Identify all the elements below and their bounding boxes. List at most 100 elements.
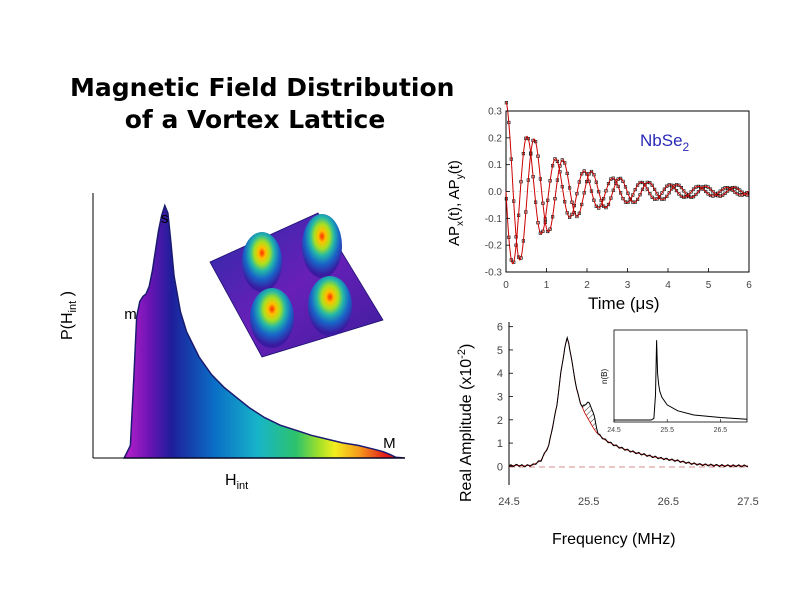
precession-data-points <box>504 101 749 264</box>
inset-ticks: 24.5 25.5 26.5 <box>607 419 727 434</box>
precession-data-point <box>696 190 700 194</box>
distribution-y-label: P(Hint ) <box>59 291 79 340</box>
precession-data-point <box>708 187 713 191</box>
precession-data-point <box>704 189 708 194</box>
precession-x-tick-label: 3 <box>625 280 631 291</box>
precession-data-point <box>684 195 688 199</box>
precession-y-tick-label: -0.2 <box>485 241 503 252</box>
precession-data-point <box>682 189 686 193</box>
precession-data-point <box>718 189 722 193</box>
precession-x-tick-label: 6 <box>746 280 752 291</box>
spectrum-x-tick-label: 27.5 <box>737 496 758 508</box>
precession-data-point <box>631 193 635 197</box>
precession-data-point <box>716 191 720 196</box>
inset-x-tick-label: 25.5 <box>660 427 674 434</box>
precession-data-point <box>694 192 698 197</box>
spectrum-y-tick-label: 2 <box>497 415 503 427</box>
precession-y-tick-label: 0.3 <box>488 107 502 118</box>
spectrum-inset: 24.5 25.5 26.5 n(B) <box>600 329 748 434</box>
spectrum-x-tick-label: 26.5 <box>658 496 679 508</box>
precession-data-point <box>689 190 693 194</box>
precession-y-tick-label: 0.2 <box>488 133 502 144</box>
precession-data-point <box>633 188 637 192</box>
spectrum-hatched-region <box>582 402 599 434</box>
precession-y-label: APx(t), APy(t) <box>446 160 466 246</box>
annotation-s: s <box>161 210 169 227</box>
slide-title-line-1: Magnetic Field Distribution <box>70 73 455 102</box>
precession-data-point <box>711 190 715 194</box>
precession-data-point <box>648 192 652 196</box>
inset-y-label: n(B) <box>600 369 609 384</box>
precession-data-point <box>643 183 647 187</box>
precession-data-point <box>662 187 666 191</box>
precession-y-tick-label: -0.3 <box>485 268 503 279</box>
precession-data-point <box>635 197 640 202</box>
inset-x-tick-label: 24.5 <box>607 427 621 434</box>
spectrum-data-line <box>508 335 749 468</box>
precession-x-tick-label: 4 <box>665 280 671 291</box>
muon-precession-chart: 0 1 2 3 4 5 6 -0.3 -0.2 -0.1 0.0 0.1 0.2 0.3 NbSe2 Ti… <box>446 101 752 313</box>
precession-fit-x <box>505 101 749 261</box>
precession-data-point <box>677 183 681 187</box>
precession-data-point <box>723 191 727 195</box>
precession-data-point <box>638 193 642 197</box>
precession-data-point <box>738 188 742 192</box>
precession-y-tick-label: 0.0 <box>488 187 502 198</box>
precession-x-tick-label: 5 <box>706 280 712 291</box>
precession-data-point <box>691 187 696 191</box>
precession-data-point <box>635 183 640 187</box>
precession-x-tick-label: 2 <box>584 280 590 291</box>
precession-fit-y <box>505 135 750 265</box>
precession-data-point <box>650 195 654 199</box>
precession-x-tick-label: 1 <box>544 280 550 291</box>
precession-data-point <box>650 183 654 187</box>
spectrum-y-tick-label: 5 <box>497 345 503 357</box>
annotation-m: m <box>124 306 137 323</box>
field-distribution-chart: m s M P(Hint ) Hint <box>59 193 406 492</box>
precession-data-point <box>701 187 705 191</box>
spectrum-y-label: Real Amplitude (x10-2) <box>456 344 475 502</box>
distribution-x-label: Hint <box>225 472 248 492</box>
precession-data-point <box>621 197 625 201</box>
inset-frame <box>613 329 748 423</box>
precession-data-point <box>645 187 649 191</box>
precession-data-point <box>594 204 598 208</box>
precession-data-point <box>733 190 737 194</box>
precession-x-label: Time (μs) <box>588 294 660 313</box>
precession-data-point <box>665 194 669 199</box>
annotation-M: M <box>383 435 396 452</box>
precession-x-tick-label: 0 <box>503 280 509 291</box>
precession-data-point <box>721 193 725 197</box>
precession-data-point <box>691 195 696 199</box>
spectrum-y-tick-label: 3 <box>497 392 503 404</box>
spectrum-y-tick-label: 6 <box>497 322 503 334</box>
precession-data-point <box>640 187 645 191</box>
precession-data-point <box>725 189 730 193</box>
precession-data-point <box>730 188 734 192</box>
slide-title: Magnetic Field Distribution of a Vortex … <box>70 72 455 136</box>
precession-data-point <box>679 186 683 190</box>
precession-data-point <box>677 192 681 196</box>
precession-y-tick-label: 0.1 <box>488 160 502 171</box>
precession-ticks: 0 1 2 3 4 5 6 -0.3 -0.2 -0.1 0.0 0.1 0.2 0.3 <box>485 107 752 292</box>
slide-title-line-2: of a Vortex Lattice <box>124 105 386 134</box>
precession-data-point <box>735 186 739 191</box>
spectrum-x-tick-label: 25.5 <box>578 496 599 508</box>
spectrum-ticks: 24.5 25.5 26.5 27.5 0 1 2 3 4 5 6 <box>497 322 759 508</box>
precession-data-point <box>706 185 710 189</box>
precession-data-point <box>606 202 611 207</box>
distribution-area <box>122 203 406 459</box>
precession-data-point <box>621 179 625 184</box>
precession-data-point <box>575 214 579 219</box>
precession-data-point <box>667 191 671 195</box>
spectrum-y-tick-label: 0 <box>497 461 503 473</box>
inset-x-tick-label: 26.5 <box>714 427 728 434</box>
vortex-lattice-surface-image <box>209 212 384 358</box>
spectrum-x-label: Frequency (MHz) <box>552 531 676 548</box>
precession-data-point <box>674 189 679 193</box>
precession-data-point <box>655 192 659 196</box>
spectrum-x-tick-label: 24.5 <box>498 496 519 508</box>
precession-data-point <box>567 215 572 219</box>
